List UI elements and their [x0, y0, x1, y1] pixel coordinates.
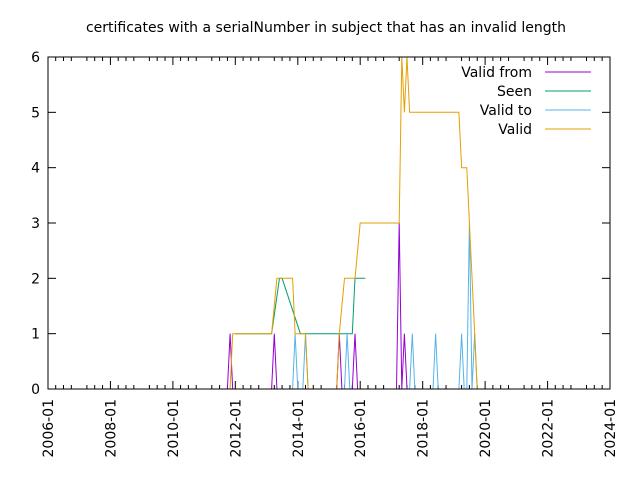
x-tick-label: 2012-01: [228, 399, 244, 458]
x-tick-label: 2024-01: [603, 399, 619, 458]
x-tick-label: 2006-01: [41, 399, 57, 458]
series-group: [226, 56, 478, 390]
legend-label: Seen: [497, 84, 532, 100]
x-tick-label: 2016-01: [353, 399, 369, 458]
legend-label: Valid to: [480, 103, 532, 119]
y-tick-label: 2: [31, 271, 40, 287]
y-tick-label: 4: [31, 161, 40, 177]
y-tick-label: 3: [31, 216, 40, 232]
y-tick-label: 5: [31, 105, 40, 121]
y-tick-label: 1: [31, 327, 40, 343]
legend-label: Valid from: [461, 65, 532, 81]
x-tick-label: 2020-01: [478, 399, 494, 458]
plot-frame: [47, 56, 611, 390]
legend: Valid from Seen Valid to Valid: [461, 65, 591, 138]
y-tick-label: 6: [31, 50, 40, 66]
chart-title: certificates with a serialNumber in subj…: [86, 20, 566, 36]
legend-label: Valid: [498, 122, 532, 138]
x-tick-label: 2022-01: [541, 399, 557, 458]
x-tick-label: 2010-01: [166, 399, 182, 458]
series-line-valid-from: [226, 222, 408, 390]
x-tick-label: 2008-01: [103, 399, 119, 458]
series-line-valid: [229, 56, 478, 390]
series-line-valid-to: [292, 222, 478, 390]
y-tick-label: 0: [31, 382, 40, 398]
x-tick-label: 2018-01: [416, 399, 432, 458]
series-line-seen: [235, 277, 366, 335]
x-tick-label: 2014-01: [291, 399, 307, 458]
axes: 0 1 2 3 4 5 6 2006-01 2008-01 2010-01 2012-01 2014-…: [31, 50, 619, 458]
